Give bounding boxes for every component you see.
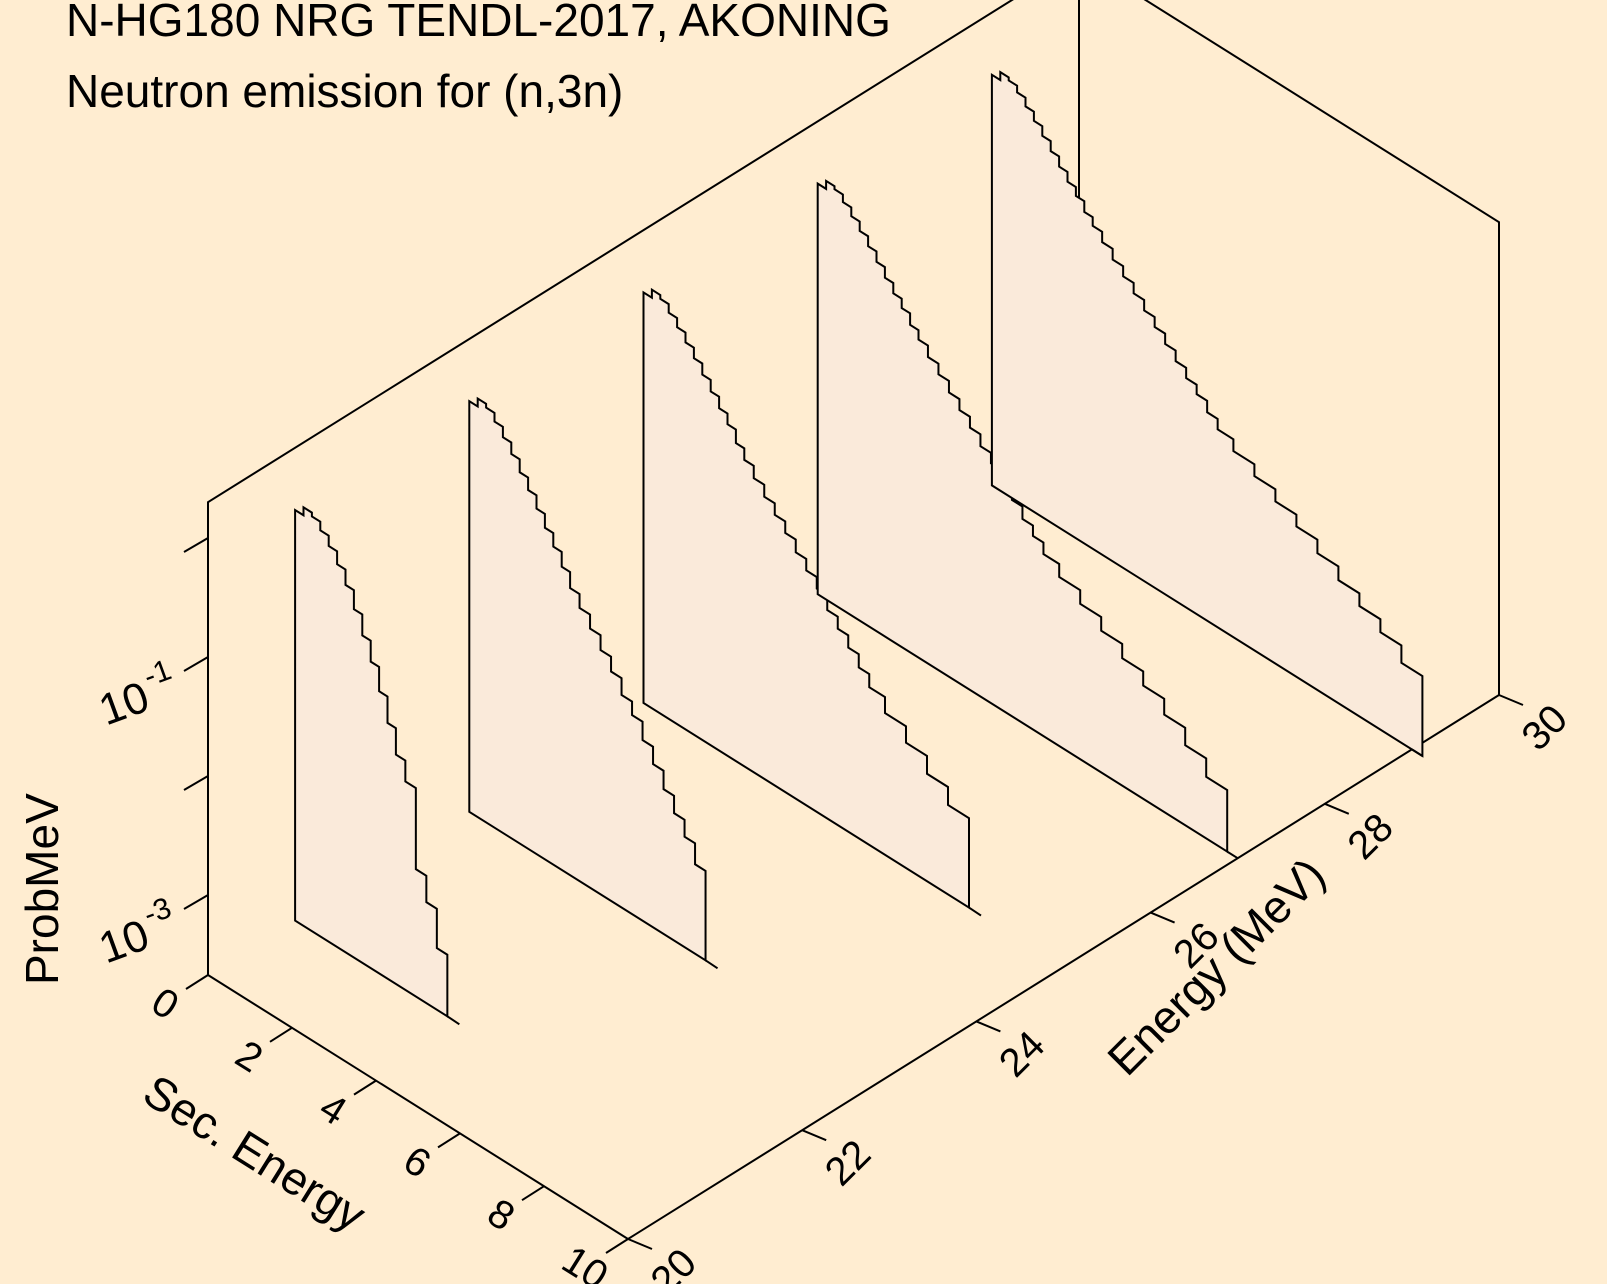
back-wall-right: [1143, 0, 1500, 695]
z-tick-0.1: [183, 656, 209, 672]
y-tick-22: [801, 1129, 827, 1142]
chart-subtitle: Neutron emission for (n,3n): [66, 65, 623, 117]
z-tick-0.01: [183, 775, 209, 791]
spectrum-baseline-23mev: [704, 959, 719, 970]
spectrum-baseline-25mev: [968, 906, 982, 917]
back-wall-left: [207, 0, 1080, 975]
z-tick-1: [183, 537, 209, 553]
spectrum-baseline-29mev: [1411, 748, 1423, 757]
y-tick-24: [976, 1020, 1001, 1033]
spectrum-series-21mev: [294, 505, 449, 1019]
x-tick-2: [269, 1026, 293, 1043]
axis-ticks: [183, 537, 1524, 1254]
y-tick-26: [1150, 911, 1175, 924]
x-axis-line: [207, 974, 629, 1240]
spectrum-series-29mev: [990, 70, 1424, 758]
spectrum-series-25mev: [642, 287, 970, 910]
z-axis-label: ProbMeV: [16, 793, 68, 985]
x-tick-6: [437, 1132, 461, 1149]
spectrum-baseline-21mev: [446, 1015, 460, 1026]
axes-box: [207, 0, 1500, 1240]
x-tick-10: [605, 1238, 629, 1254]
z-tick-0.001: [183, 894, 209, 910]
y-tick-20: [627, 1238, 653, 1250]
y-tick-30: [1498, 694, 1524, 706]
x-tick-0: [185, 974, 209, 990]
chart-title: N-HG180 NRG TENDL-2017, AKONING: [66, 0, 891, 46]
y-axis-line: [627, 694, 1500, 1240]
spectrum-series-23mev: [468, 396, 707, 963]
spectra-group: [294, 70, 1424, 1026]
x-tick-8: [521, 1185, 545, 1202]
x-tick-4: [353, 1079, 377, 1096]
spectrum-baseline-27mev: [1226, 850, 1239, 860]
spectrum-series-27mev: [816, 179, 1229, 854]
y-tick-28: [1324, 802, 1350, 815]
